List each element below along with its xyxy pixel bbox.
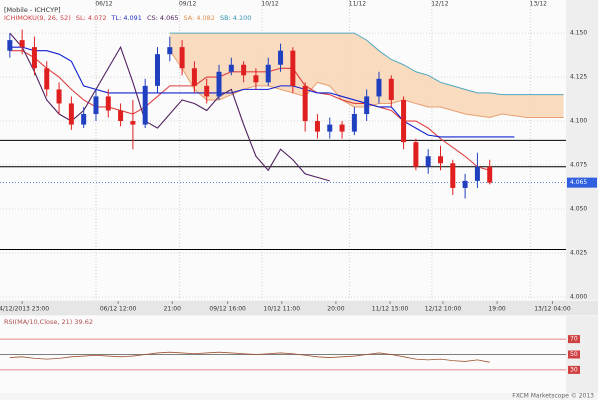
y-tick-label: 4.050	[570, 206, 587, 213]
candle-body	[425, 156, 431, 167]
cloud-line	[169, 32, 564, 96]
last-price-label: 4.065	[570, 179, 587, 186]
rsi-line	[9, 351, 490, 363]
candle-body	[56, 89, 62, 104]
date-label: 11/12	[349, 1, 366, 8]
candle-body	[462, 180, 468, 188]
candle-body	[154, 54, 160, 86]
candle-body	[376, 78, 382, 97]
candle-body	[265, 64, 271, 83]
candle-body	[253, 75, 259, 83]
candle-body	[19, 40, 25, 48]
y-tick-label: 4.075	[570, 162, 587, 169]
indicator-label: SA: 4.082	[183, 14, 214, 22]
x-tick-label: 12/12 10:00	[425, 306, 462, 313]
indicator-label: ICHIMOKU(9, 26, 52)	[4, 14, 71, 22]
x-tick-label: 11/12 15:00	[372, 306, 409, 313]
cloud-area	[169, 33, 564, 118]
candle-body	[130, 121, 136, 125]
candle-body	[487, 166, 493, 183]
candle-body	[388, 78, 394, 100]
candle-body	[228, 64, 234, 72]
candle-body	[167, 47, 173, 55]
date-label: 12/12	[431, 1, 448, 8]
rsi-label: RSI(MA/10,Close, 21) 39.62	[4, 318, 93, 326]
candle-body	[44, 68, 50, 90]
indicator-label: CS: 4.065	[147, 14, 179, 22]
candle-body	[7, 40, 13, 51]
rsi-tick-label: 50	[570, 351, 578, 358]
indicator-line	[9, 32, 330, 182]
y-tick-label: 4.150	[570, 30, 587, 37]
x-tick-label: 04/12/2013 23:00	[0, 306, 49, 313]
candle-body	[216, 71, 222, 97]
x-tick-label: 13/12 04:00	[534, 306, 571, 313]
x-tick-label: 19:00	[488, 306, 505, 313]
price-axis	[566, 0, 598, 300]
date-label: 06/12	[95, 1, 112, 8]
y-tick-label: 4.000	[570, 294, 587, 301]
candle-body	[314, 121, 320, 132]
indicator-line	[9, 46, 515, 138]
x-tick-label: 06/12 12:00	[100, 306, 137, 313]
candle-body	[327, 124, 333, 132]
candle-body	[204, 85, 210, 97]
candle-body	[105, 96, 111, 111]
rsi-tick-box	[568, 350, 580, 359]
candle-body	[179, 47, 185, 69]
chart-title: [Mobile - ICHCYP]	[4, 6, 61, 14]
x-tick-label: 09/12 16:00	[209, 306, 246, 313]
footer: FXCM Marketscope © 2013	[512, 393, 594, 400]
rsi-tick-label: 70	[570, 336, 578, 343]
indicator-line	[9, 50, 490, 171]
date-label: 10/12	[261, 1, 278, 8]
candle-body	[364, 96, 370, 115]
y-tick-label: 4.025	[570, 250, 587, 257]
date-label: 09/12	[179, 1, 196, 8]
candle-body	[142, 85, 148, 125]
y-tick-label: 4.125	[570, 74, 587, 81]
candle-body	[31, 47, 37, 69]
rsi-tick-box	[568, 365, 580, 374]
date-label: 13/12	[530, 1, 547, 8]
indicator-label: SB: 4.100	[220, 14, 251, 22]
x-tick-label: 21:00	[164, 306, 181, 313]
candle-body	[351, 114, 357, 132]
candle-body	[241, 64, 247, 76]
candle-body	[278, 50, 284, 65]
x-tick-label: 20:00	[327, 306, 344, 313]
y-tick-label: 4.100	[570, 118, 587, 125]
candle-body	[339, 124, 345, 132]
candle-body	[413, 142, 419, 167]
candle-body	[81, 114, 87, 125]
x-tick-label: 10/12 11:00	[264, 306, 301, 313]
candle-body	[437, 156, 443, 164]
candle-body	[290, 50, 296, 86]
candle-body	[68, 103, 74, 125]
candle-body	[450, 163, 456, 188]
indicator-label: TL: 4.091	[110, 14, 141, 22]
candle-body	[401, 99, 407, 143]
rsi-tick-box	[568, 335, 580, 344]
rsi-tick-label: 30	[570, 366, 578, 373]
candle-body	[302, 85, 308, 122]
candle-body	[474, 166, 480, 181]
candle-body	[191, 68, 197, 86]
time-axis	[0, 301, 598, 315]
candle-body	[93, 96, 99, 115]
last-price-box	[567, 177, 597, 188]
indicator-label: SL: 4.072	[76, 14, 107, 22]
candle-body	[118, 110, 124, 122]
